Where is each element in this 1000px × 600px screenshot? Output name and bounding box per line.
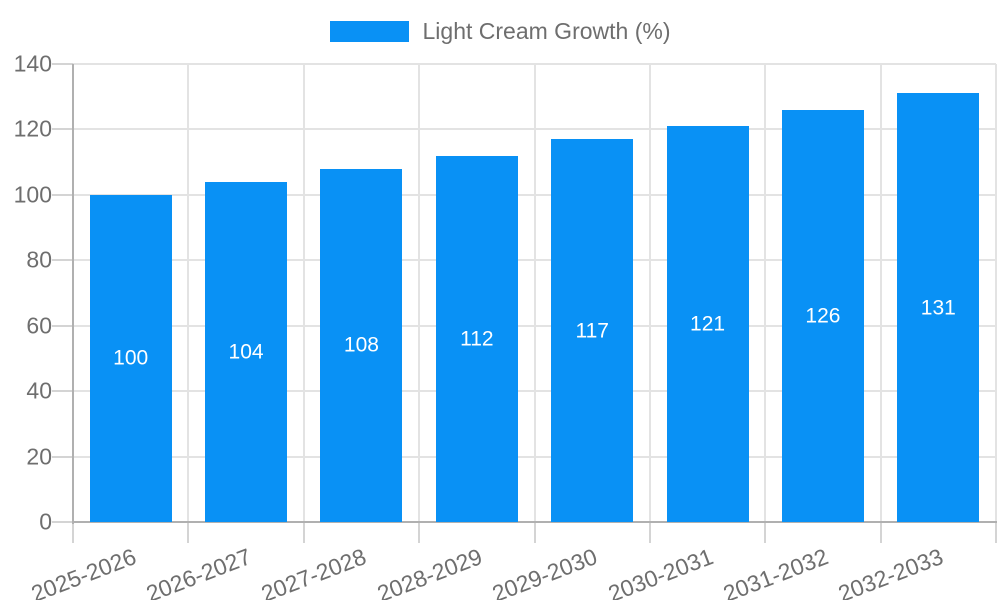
bar-value-label: 112 [460,327,494,351]
y-axis-label: 100 [13,181,52,208]
y-axis-tick [52,324,73,327]
x-axis-line [72,521,997,523]
x-axis-tick [187,522,190,543]
y-axis-tick [52,128,73,131]
y-axis-tick [52,455,73,458]
bar[interactable] [897,93,980,522]
x-axis-tick [72,522,74,543]
x-axis-label: 2026-2027 [142,543,255,600]
bar[interactable] [781,109,864,522]
x-gridline [648,64,651,522]
x-gridline [418,64,421,522]
y-axis-tick [52,193,73,196]
x-gridline [879,64,882,522]
bar[interactable] [666,126,749,522]
y-axis-label: 20 [26,443,52,470]
y-axis-label: 40 [26,377,52,404]
bar[interactable] [205,181,288,522]
y-axis-line [72,64,74,524]
x-gridline [187,64,190,522]
bar-value-label: 121 [690,312,726,336]
bar[interactable] [551,139,634,522]
x-axis-label: 2029-2030 [488,543,601,600]
y-axis-label: 60 [26,312,52,339]
x-axis-label: 2028-2029 [373,543,486,600]
x-axis-tick [879,522,882,543]
x-axis-tick [533,522,536,543]
x-gridline [764,64,767,522]
bar-value-label: 131 [920,296,956,320]
legend[interactable]: Light Cream Growth (%) [0,20,1000,43]
y-axis-tick [52,390,73,393]
y-axis-label: 140 [13,50,52,77]
x-axis-label: 2031-2032 [719,543,832,600]
y-axis-label: 120 [13,115,52,142]
bar[interactable] [89,194,172,522]
x-gridline [995,64,997,522]
y-axis-tick [52,259,73,262]
x-axis-label: 2030-2031 [604,543,717,600]
x-axis-label: 2025-2026 [27,543,140,600]
x-axis-tick [764,522,767,543]
bar-value-label: 100 [113,346,149,370]
bar-value-label: 126 [805,304,841,328]
x-axis-tick [418,522,421,543]
x-gridline [533,64,536,522]
y-axis-tick [52,521,73,523]
x-axis-tick [302,522,305,543]
bar-value-label: 117 [575,319,609,343]
bar[interactable] [320,168,403,522]
legend-label: Light Cream Growth (%) [422,18,671,44]
x-axis-tick [995,522,997,543]
legend-swatch-icon [329,21,409,42]
x-axis-label: 2027-2028 [258,543,371,600]
x-axis-tick [648,522,651,543]
bar-value-label: 108 [343,333,379,357]
x-gridline [302,64,305,522]
y-axis-tick [52,63,73,65]
bar-value-label: 104 [228,340,264,364]
y-axis-label: 0 [39,508,52,535]
x-axis-label: 2032-2033 [834,543,947,600]
bar[interactable] [435,155,518,522]
y-axis-label: 80 [26,246,52,273]
